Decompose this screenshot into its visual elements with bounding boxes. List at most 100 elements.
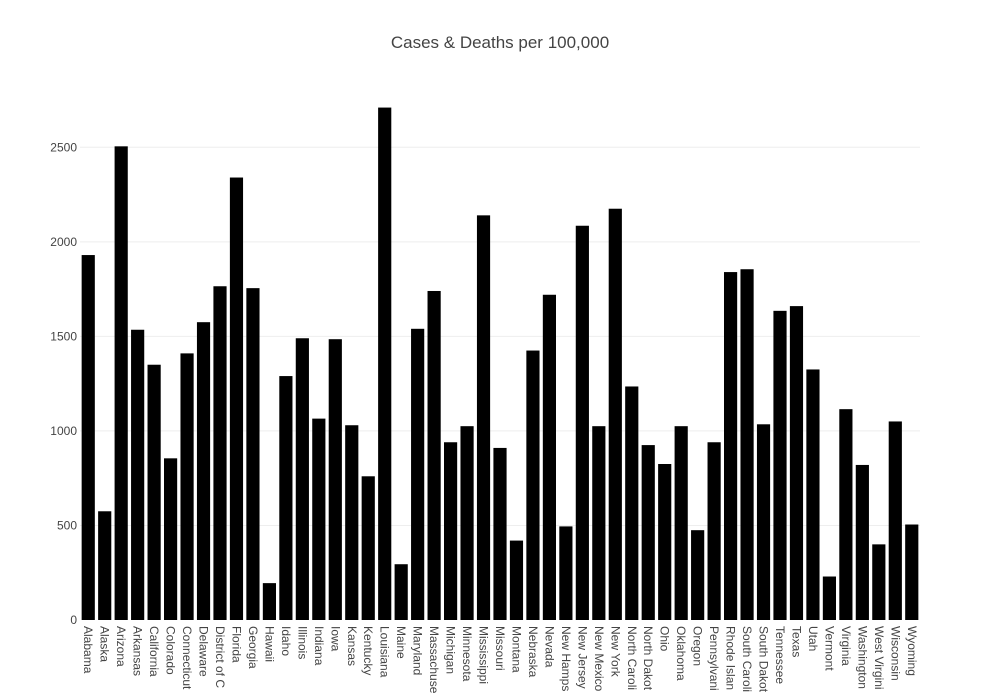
x-tick-label: Connecticut bbox=[180, 626, 194, 690]
bar-minnesota[interactable] bbox=[460, 426, 474, 620]
x-tick-label: Iowa bbox=[328, 626, 342, 652]
bar-district-of-c[interactable] bbox=[213, 286, 227, 620]
bar-nevada[interactable] bbox=[542, 294, 556, 620]
x-tick-label: Nevada bbox=[542, 626, 556, 668]
x-tick-label: Tennessee bbox=[773, 626, 787, 684]
y-tick-label: 0 bbox=[70, 613, 77, 627]
x-tick-label: Delaware bbox=[197, 626, 211, 677]
bar-washington[interactable] bbox=[855, 464, 869, 620]
x-tick-label: Rhode Islan bbox=[724, 626, 738, 690]
bar-ohio[interactable] bbox=[658, 464, 672, 620]
bar-illinois[interactable] bbox=[295, 338, 309, 620]
bar-massachuse[interactable] bbox=[427, 290, 441, 620]
x-tick-label: Kentucky bbox=[361, 626, 375, 675]
bar-colorado[interactable] bbox=[164, 458, 178, 620]
bar-utah[interactable] bbox=[806, 369, 820, 620]
bar-virginia[interactable] bbox=[839, 409, 853, 620]
bar-connecticut[interactable] bbox=[180, 353, 194, 620]
bar-michigan[interactable] bbox=[444, 442, 458, 620]
x-tick-label: Minnesota bbox=[460, 626, 474, 682]
bar-indiana[interactable] bbox=[312, 418, 326, 620]
x-tick-label: Arizona bbox=[114, 626, 128, 667]
bar-new-mexico[interactable] bbox=[592, 426, 606, 620]
x-tick-label: Hawaii bbox=[262, 626, 276, 662]
bar-hawaii[interactable] bbox=[262, 583, 276, 620]
bar-louisiana[interactable] bbox=[378, 107, 392, 620]
bar-arkansas[interactable] bbox=[131, 329, 145, 620]
x-tick-label: Vermont bbox=[822, 626, 836, 671]
bars bbox=[81, 107, 919, 620]
bar-florida[interactable] bbox=[229, 177, 244, 620]
x-tick-label: Wyoming bbox=[905, 626, 919, 676]
bar-idaho[interactable] bbox=[279, 376, 293, 620]
x-tick-label: Florida bbox=[229, 626, 243, 663]
x-tick-label: New York bbox=[608, 626, 622, 678]
x-tick-label: Michigan bbox=[444, 626, 458, 674]
x-tick-label: Kansas bbox=[345, 626, 359, 666]
bar-tennessee[interactable] bbox=[773, 310, 787, 620]
x-tick-label: Ohio bbox=[658, 626, 672, 652]
x-tick-label: Idaho bbox=[279, 626, 293, 656]
bar-georgia[interactable] bbox=[246, 288, 260, 620]
x-tick-label: Maryland bbox=[411, 626, 425, 675]
x-tick-label: New Jersey bbox=[575, 626, 589, 689]
y-tick-label: 2000 bbox=[50, 235, 77, 249]
bar-alaska[interactable] bbox=[98, 511, 112, 620]
bar-montana[interactable] bbox=[509, 540, 524, 620]
bar-vermont[interactable] bbox=[822, 576, 836, 620]
x-tick-label: District of C bbox=[213, 626, 227, 688]
x-tick-label: Oklahoma bbox=[674, 626, 688, 681]
x-tick-label: Arkansas bbox=[131, 626, 145, 676]
bar-west-virgini[interactable] bbox=[872, 544, 886, 620]
x-tick-label: Indiana bbox=[312, 626, 326, 666]
x-tick-label: Alabama bbox=[81, 626, 95, 674]
bar-california[interactable] bbox=[147, 364, 161, 620]
bar-pennsylvani[interactable] bbox=[707, 442, 721, 620]
bar-texas[interactable] bbox=[789, 306, 804, 620]
x-tick-label: California bbox=[147, 626, 161, 677]
x-tick-label: West Virgini bbox=[872, 626, 886, 690]
x-tick-label: Wisconsin bbox=[888, 626, 902, 681]
bar-iowa[interactable] bbox=[328, 339, 342, 620]
bar-wisconsin[interactable] bbox=[888, 421, 902, 620]
y-tick-label: 1000 bbox=[50, 424, 77, 438]
bar-new-jersey[interactable] bbox=[575, 225, 589, 620]
x-tick-label: Illinois bbox=[295, 626, 309, 659]
bar-rhode-islan[interactable] bbox=[724, 272, 738, 620]
bar-maryland[interactable] bbox=[411, 328, 425, 620]
x-tick-label: Pennsylvani bbox=[707, 626, 721, 691]
x-tick-label: North Dakot bbox=[641, 626, 655, 691]
x-tick-label: Maine bbox=[394, 626, 408, 659]
x-tick-label: Massachuse bbox=[427, 626, 441, 694]
bar-new-hamps[interactable] bbox=[559, 526, 573, 620]
x-axis-ticks: Alabama Alaska Arizona Arkansas California Co… bbox=[81, 626, 919, 694]
bar-new-york[interactable] bbox=[608, 208, 622, 620]
bar-north-dakot[interactable] bbox=[641, 445, 655, 620]
bar-missouri[interactable] bbox=[493, 447, 507, 620]
bar-delaware[interactable] bbox=[196, 322, 211, 620]
x-tick-label: Texas bbox=[789, 626, 803, 657]
bar-kentucky[interactable] bbox=[361, 476, 375, 620]
bar-oregon[interactable] bbox=[691, 530, 705, 620]
x-tick-label: Mississippi bbox=[477, 626, 491, 684]
bar-kansas[interactable] bbox=[345, 425, 359, 620]
x-tick-label: Virginia bbox=[839, 626, 853, 666]
bar-maine[interactable] bbox=[394, 564, 408, 620]
bar-nebraska[interactable] bbox=[526, 350, 540, 620]
x-tick-label: New Hamps bbox=[559, 626, 573, 691]
x-tick-label: North Caroli bbox=[625, 626, 639, 690]
x-tick-label: South Caroli bbox=[740, 626, 754, 692]
bar-north-caroli[interactable] bbox=[625, 386, 639, 620]
bar-oklahoma[interactable] bbox=[674, 426, 688, 620]
x-tick-label: Missouri bbox=[493, 626, 507, 671]
bar-wyoming[interactable] bbox=[905, 524, 919, 620]
x-tick-label: Washington bbox=[855, 626, 869, 689]
x-tick-label: Utah bbox=[806, 626, 820, 651]
bar-south-caroli[interactable] bbox=[740, 269, 754, 620]
bar-mississippi[interactable] bbox=[476, 215, 491, 620]
bar-arizona[interactable] bbox=[114, 146, 128, 620]
bar-south-dakot[interactable] bbox=[756, 424, 771, 620]
x-tick-label: New Mexico bbox=[592, 626, 606, 692]
bar-alabama[interactable] bbox=[81, 255, 95, 620]
